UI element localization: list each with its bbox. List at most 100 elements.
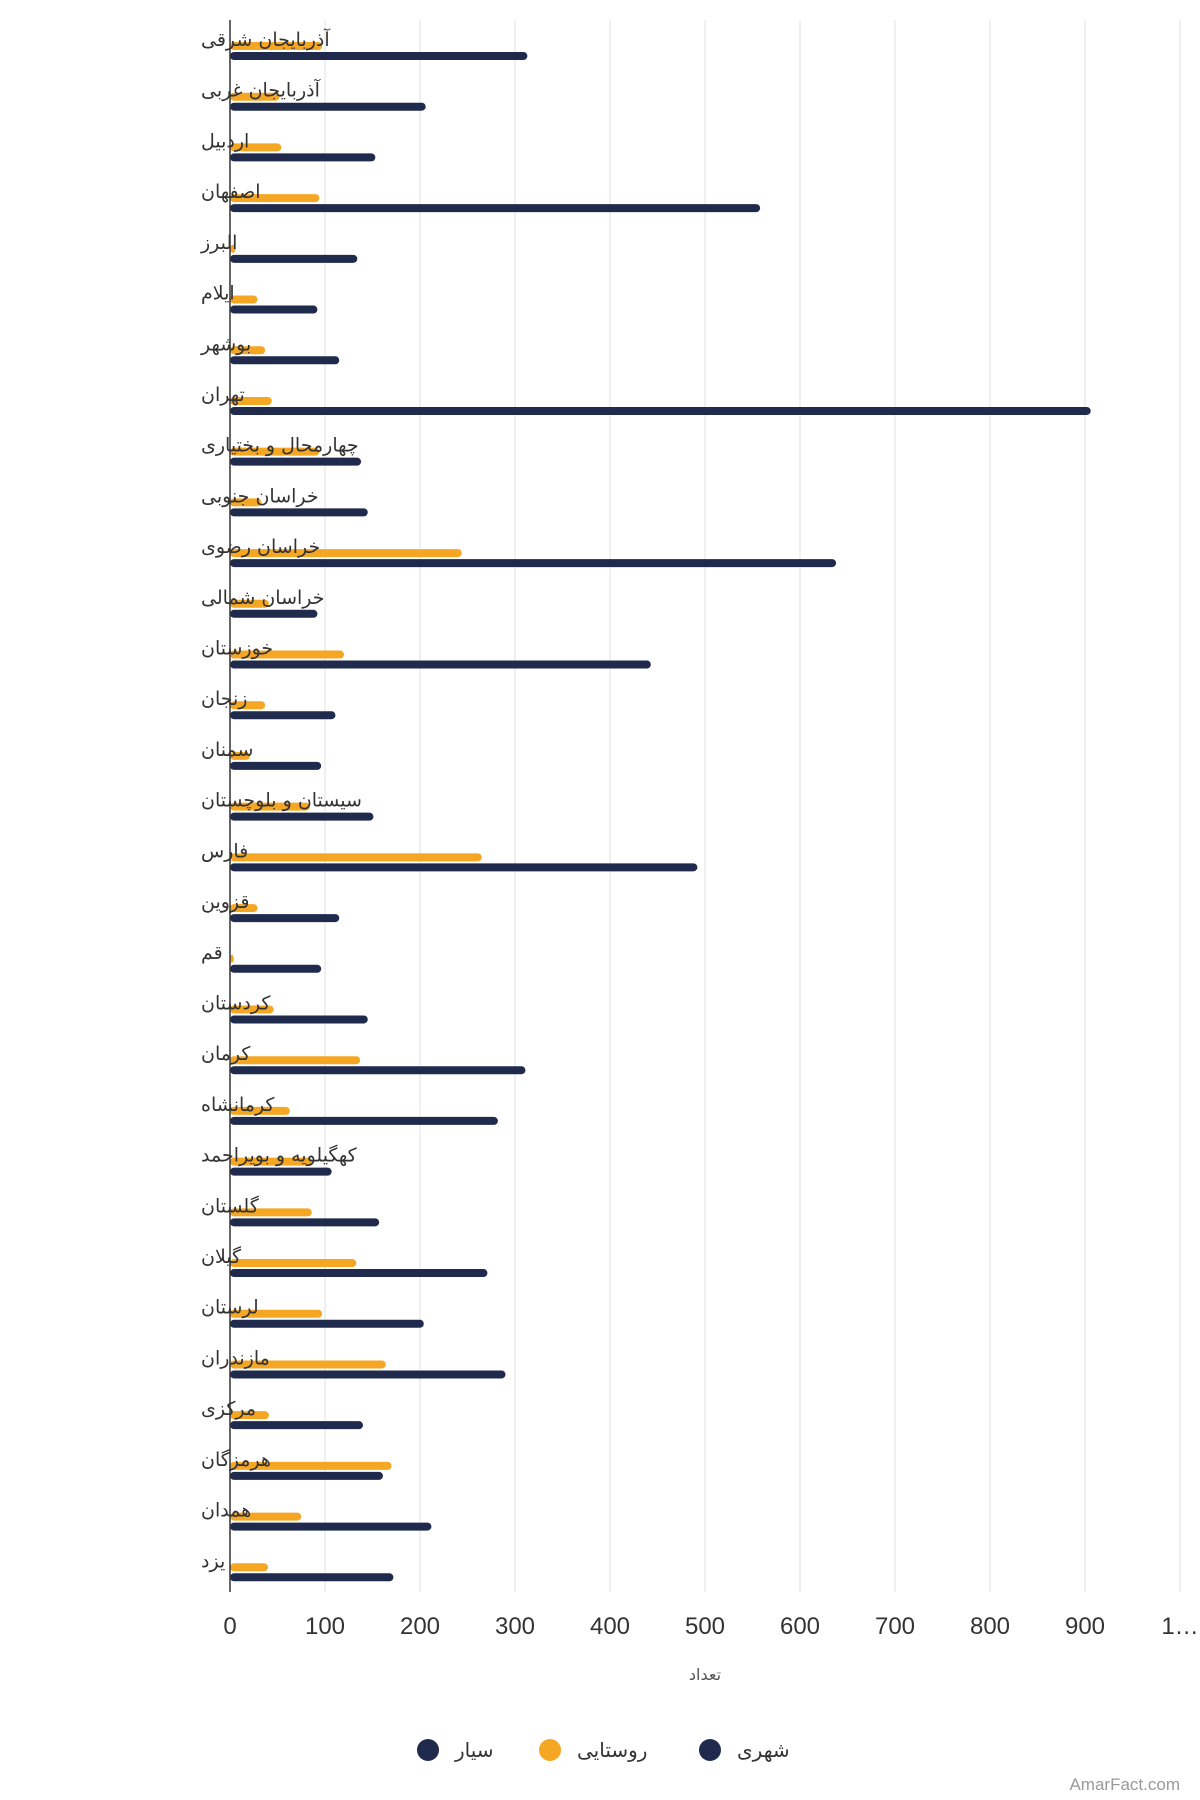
category-label: خراسان شمالی — [201, 587, 325, 609]
category-label: آذربایجان غربی — [201, 78, 321, 102]
bar-urban — [230, 356, 340, 365]
bar-urban — [230, 508, 368, 517]
category-label: هرمزگان — [201, 1448, 271, 1471]
category-label: لرستان — [201, 1297, 259, 1319]
bar-rural — [230, 92, 280, 101]
bar-urban — [230, 153, 376, 162]
category-label: آذربایجان شرقی — [201, 27, 330, 51]
bar-urban — [230, 914, 340, 923]
category-label: مازندران — [201, 1347, 270, 1369]
bar-urban — [230, 1066, 526, 1075]
bar-rural — [230, 42, 323, 50]
category-label: قزوین — [201, 891, 250, 913]
bar-rural — [230, 498, 262, 507]
bar-rural — [230, 1106, 290, 1115]
bar-urban — [230, 1319, 424, 1328]
bar-rural — [230, 599, 269, 608]
bar-rural — [230, 1208, 312, 1217]
bar-urban — [230, 204, 761, 213]
bar-urban — [230, 863, 698, 872]
legend-marker — [539, 1739, 561, 1761]
bar-urban — [230, 1116, 498, 1125]
category-label: سمنان — [201, 739, 253, 761]
legend-item[interactable]: شهری — [699, 1738, 790, 1762]
x-tick-label: 0 — [223, 1613, 236, 1640]
bar-rural — [230, 1563, 268, 1572]
x-tick-label: 1… — [1161, 1613, 1198, 1640]
bar-urban — [230, 812, 374, 821]
bar-rural — [230, 701, 266, 710]
category-label: تهران — [201, 384, 245, 406]
category-label: اردبیل — [201, 130, 249, 152]
bar-urban — [230, 1471, 383, 1480]
bar-urban — [230, 1370, 506, 1379]
category-label: خراسان جنوبی — [201, 485, 319, 507]
category-label: یزد — [201, 1550, 225, 1572]
legend-label: شهری — [737, 1738, 790, 1762]
bar-rural — [230, 1056, 361, 1065]
bar-urban — [230, 559, 837, 568]
bar-rural — [230, 549, 462, 558]
category-label: ایلام — [201, 283, 235, 305]
category-label: کرمان — [201, 1043, 251, 1065]
bar-rural — [230, 802, 310, 811]
x-tick-label: 800 — [970, 1613, 1010, 1640]
bar-urban — [230, 1421, 363, 1430]
credit-text: AmarFact.com — [1069, 1775, 1180, 1794]
category-label: گیلان — [201, 1245, 242, 1268]
bar-urban — [230, 1522, 432, 1531]
category-label: کرمانشاه — [201, 1094, 275, 1116]
bar-rural — [230, 1005, 274, 1014]
category-label: همدان — [201, 1500, 251, 1522]
category-label: بوشهر — [200, 333, 251, 355]
bars — [230, 42, 1091, 1582]
bar-urban — [230, 457, 362, 466]
x-tick-labels: 0 100 200 300 400 500 600 700 800 900 1… — [223, 1613, 1198, 1640]
bar-rural — [230, 751, 250, 760]
legend-marker — [699, 1739, 721, 1761]
bar-urban — [230, 609, 318, 618]
bar-rural — [230, 650, 344, 659]
bar-rural — [230, 853, 482, 862]
bar-urban — [230, 406, 1091, 415]
x-tick-label: 500 — [685, 1613, 725, 1640]
legend-label: روستایی — [577, 1738, 647, 1762]
category-label: مرکزی — [201, 1398, 256, 1420]
bar-urban — [230, 761, 322, 770]
bar-rural — [230, 1512, 302, 1521]
bar-urban — [230, 305, 318, 314]
category-label: چهارمحال و بختیاری — [201, 435, 359, 457]
bar-rural — [230, 244, 236, 253]
bar-urban — [230, 1167, 332, 1176]
x-tick-label: 900 — [1065, 1613, 1105, 1640]
bar-rural — [230, 1309, 323, 1318]
bar-rural — [230, 396, 272, 405]
category-label: زنجان — [201, 688, 247, 710]
bar-urban — [230, 1015, 368, 1024]
bar-urban — [230, 254, 358, 263]
category-label: خوزستان — [201, 638, 273, 660]
legend-item[interactable]: روستایی — [539, 1738, 647, 1762]
bar-urban — [230, 102, 426, 111]
bar-rural — [230, 954, 234, 963]
bar-rural — [230, 1259, 357, 1268]
bar-urban — [230, 711, 336, 720]
category-label: قم — [201, 942, 223, 964]
category-label: خراسان رضوی — [201, 536, 320, 558]
x-tick-label: 600 — [780, 1613, 820, 1640]
bar-urban — [230, 1573, 394, 1582]
legend-item[interactable]: سیار — [417, 1738, 494, 1762]
x-tick-label: 200 — [400, 1613, 440, 1640]
bar-urban — [230, 1269, 488, 1278]
bar-rural — [230, 1157, 312, 1166]
category-label: کهگیلویه و بویراحمد — [201, 1144, 358, 1167]
x-tick-label: 700 — [875, 1613, 915, 1640]
x-tick-label: 100 — [305, 1613, 345, 1640]
category-label: سیستان و بلوچستان — [201, 790, 362, 812]
x-axis-title: تعداد — [689, 1665, 721, 1684]
legend-label: سیار — [454, 1738, 494, 1762]
category-label: البرز — [200, 232, 237, 254]
category-label: کردستان — [201, 992, 271, 1014]
